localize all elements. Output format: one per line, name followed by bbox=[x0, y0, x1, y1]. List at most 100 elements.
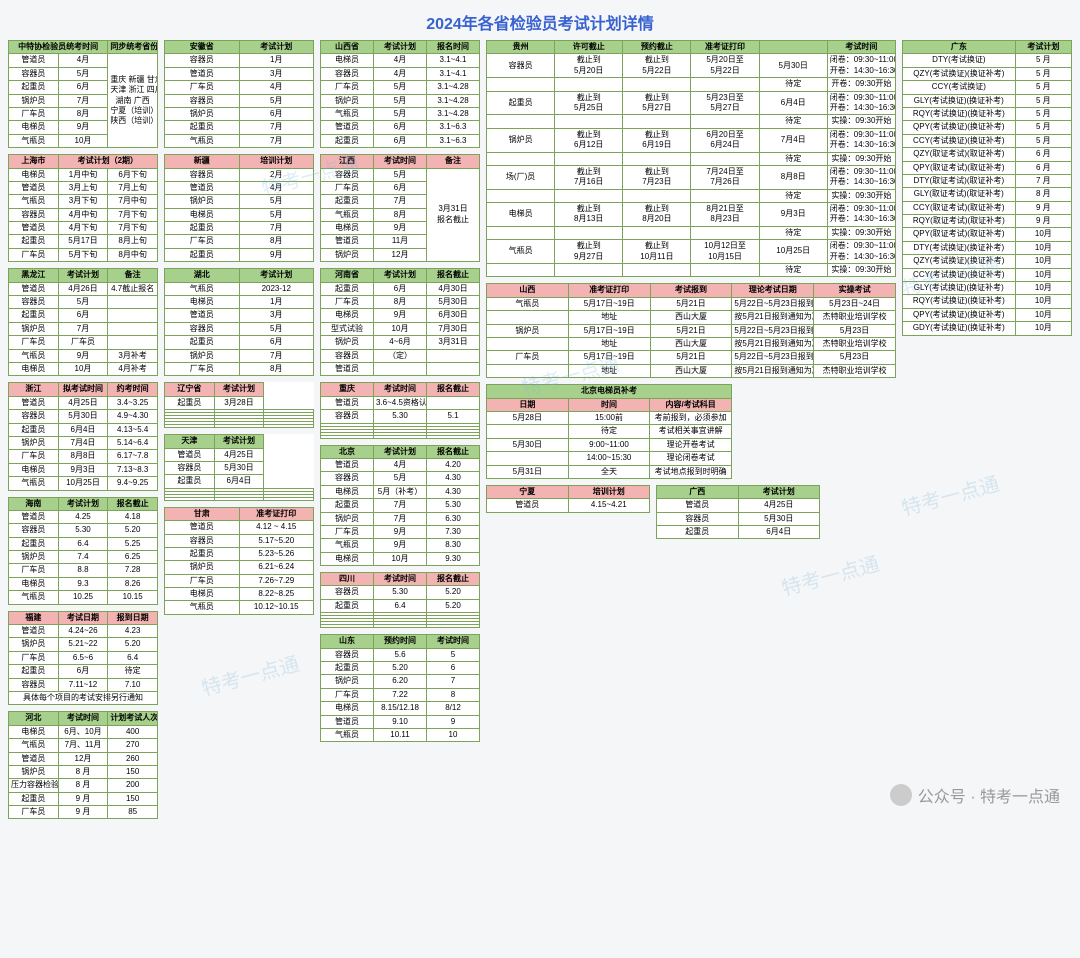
cell bbox=[487, 115, 555, 128]
table-jiangxi: 江西考试时间备注容器员5月3月31日报名截止厂车员6月起重员7月气瓶员8月电梯员… bbox=[320, 154, 480, 262]
cell: 7月 bbox=[239, 349, 314, 362]
cell: GLY(考试换证)(换证补考) bbox=[903, 94, 1016, 107]
cell: 闭卷：09:30~11:00开卷：14:30~16:30 bbox=[827, 91, 895, 115]
cell bbox=[487, 337, 569, 350]
cell: 3.1~4.28 bbox=[427, 107, 480, 120]
cell bbox=[321, 435, 374, 438]
cell: 5.20 bbox=[374, 662, 427, 675]
cell bbox=[691, 264, 759, 277]
cell: 考试时间 bbox=[58, 712, 108, 725]
cell: 厂车员 bbox=[321, 296, 374, 309]
cell: 9 月 bbox=[58, 792, 108, 805]
table-heilongjiang: 黑龙江考试计划备注管道员4月26日4.7截止报名容器员5月起重员6月锅炉员7月厂… bbox=[8, 268, 158, 376]
cell: 电梯员 bbox=[165, 296, 240, 309]
cell: 容器员 bbox=[321, 349, 374, 362]
cell: 管道员 bbox=[321, 121, 374, 134]
cell: 7月下旬 bbox=[108, 208, 158, 221]
cell: 考试计划 bbox=[374, 269, 427, 282]
cell: 5月30日 bbox=[759, 54, 827, 78]
cell: 考试计划 bbox=[738, 485, 820, 498]
cell: 厂车员 bbox=[165, 574, 240, 587]
cell: 广东 bbox=[903, 41, 1016, 54]
cell bbox=[623, 152, 691, 165]
cell: 5 月 bbox=[1015, 134, 1071, 147]
cell: 10 bbox=[427, 728, 480, 741]
cell: 6月 bbox=[58, 309, 108, 322]
cell: 5.17~5.20 bbox=[239, 534, 314, 547]
cell: 起重员 bbox=[321, 662, 374, 675]
cell: 6.4 bbox=[108, 651, 158, 664]
cell: 容器员 bbox=[9, 410, 59, 423]
cell: 3.1~4.28 bbox=[427, 81, 480, 94]
cell: 容器员 bbox=[321, 410, 374, 423]
cell: 8月 bbox=[374, 296, 427, 309]
cell: 浙江 bbox=[9, 383, 59, 396]
cell: 厂车员 bbox=[165, 362, 240, 375]
cell: 新疆 bbox=[165, 155, 240, 168]
cell bbox=[427, 362, 480, 375]
cell: 6月20日至6月24日 bbox=[691, 128, 759, 152]
cell: 9.3 bbox=[58, 577, 108, 590]
cell: 考试时间 bbox=[374, 155, 427, 168]
cell: 7月 bbox=[58, 94, 108, 107]
cell: 5.20 bbox=[108, 638, 158, 651]
cell: 待定 bbox=[108, 665, 158, 678]
cell: 北京电梯员补考 bbox=[487, 385, 732, 398]
cell: 锅炉员 bbox=[9, 638, 59, 651]
cell: 6月下旬 bbox=[108, 168, 158, 181]
cell: 5月 bbox=[239, 94, 314, 107]
cell: 8.15/12.18 bbox=[374, 702, 427, 715]
cell: 5月30日 bbox=[487, 438, 569, 451]
cell: 容器员 bbox=[657, 512, 739, 525]
cell bbox=[108, 309, 158, 322]
cell: 上海市 bbox=[9, 155, 59, 168]
cell: 考试报到 bbox=[650, 284, 732, 297]
cell: 5月31日 bbox=[487, 465, 569, 478]
cell: 管道员 bbox=[165, 448, 215, 461]
cell: 7月 bbox=[374, 499, 427, 512]
cell: 5.20 bbox=[108, 524, 158, 537]
cell: 锅炉员 bbox=[9, 765, 59, 778]
cell: 电梯员 bbox=[321, 702, 374, 715]
cell: 锅炉员 bbox=[321, 675, 374, 688]
table-chongqing: 重庆考试时间报名截止管道员3.6~4.5资格认定申请容器员5.305.1 bbox=[320, 382, 480, 438]
cell: 截止到7月16日 bbox=[555, 165, 623, 189]
cell: RQY(考试换证)(换证补考) bbox=[903, 295, 1016, 308]
cell bbox=[759, 41, 827, 54]
cell bbox=[487, 311, 569, 324]
cell: 7.11~12 bbox=[58, 678, 108, 691]
cell: 8月上旬 bbox=[108, 235, 158, 248]
cell: 5.30 bbox=[374, 586, 427, 599]
cell: 4.25 bbox=[58, 510, 108, 523]
cell: 5月21日 bbox=[650, 324, 732, 337]
cell: 锅炉员 bbox=[9, 322, 59, 335]
cell: 备注 bbox=[108, 269, 158, 282]
cell: 9月 bbox=[374, 525, 427, 538]
cell: 管道员 bbox=[9, 510, 59, 523]
cell: 7月 bbox=[239, 222, 314, 235]
cell: 11月 bbox=[374, 235, 427, 248]
cell: 6月 bbox=[239, 107, 314, 120]
cell: 5月 bbox=[239, 195, 314, 208]
cell: 管道员 bbox=[9, 282, 59, 295]
cell: 5月17日~19日 bbox=[568, 297, 650, 310]
cell: 锅炉员 bbox=[321, 94, 374, 107]
cell: 10月 bbox=[1015, 255, 1071, 268]
cell: 考试计划 bbox=[214, 435, 264, 448]
cell: 3月下旬 bbox=[58, 195, 108, 208]
cell: 14:00~15:30 bbox=[568, 452, 650, 465]
table-zhongte: 中特协检验员统考时间同步统考省份管道员4月重庆 新疆 甘肃天津 浙江 四川湖南 … bbox=[8, 40, 158, 148]
cell: 9 月 bbox=[58, 806, 108, 819]
cell: 10月 bbox=[1015, 322, 1071, 335]
cell: 山东 bbox=[321, 635, 374, 648]
cell: 3月28日 bbox=[214, 396, 264, 409]
cell: 8月 bbox=[58, 107, 108, 120]
cell: 4.30 bbox=[427, 485, 480, 498]
cell: 管道员 bbox=[321, 458, 374, 471]
cell: 5.1 bbox=[427, 410, 480, 423]
table-guangxi: 广西考试计划管道员4月25日容器员5月30日起重员6月4日 bbox=[656, 485, 820, 540]
cell: 报名时间 bbox=[427, 41, 480, 54]
cell: 待定 bbox=[759, 189, 827, 202]
cell: 按5月21日报到通知为准 bbox=[732, 311, 814, 324]
cell: 报名截止 bbox=[427, 445, 480, 458]
